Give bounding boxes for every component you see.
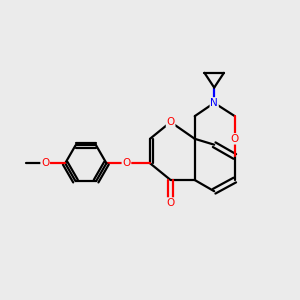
Text: O: O — [167, 198, 175, 208]
Text: O: O — [41, 158, 49, 168]
Text: O: O — [231, 134, 239, 144]
Text: O: O — [167, 117, 175, 127]
Text: N: N — [210, 98, 218, 108]
Text: O: O — [122, 158, 130, 168]
